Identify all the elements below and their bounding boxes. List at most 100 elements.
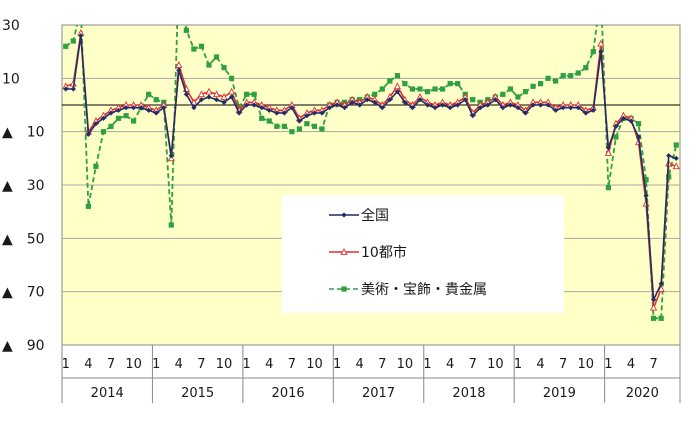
x-tick-label: 4 xyxy=(627,357,635,372)
x-tick-label: 4 xyxy=(265,357,273,372)
data-point xyxy=(100,115,107,121)
y-tick-label: ▲ 90 xyxy=(2,338,45,354)
y-tick-label: 30 xyxy=(2,18,20,34)
data-point xyxy=(447,105,453,111)
data-point xyxy=(462,97,468,103)
data-point xyxy=(342,105,348,111)
data-point xyxy=(575,105,581,111)
data-point xyxy=(168,153,174,159)
data-point xyxy=(146,91,152,97)
data-point xyxy=(545,75,551,81)
data-point xyxy=(304,121,310,127)
y-tick-label: ▲ 30 xyxy=(2,178,45,194)
data-point xyxy=(672,162,680,170)
data-point xyxy=(432,105,438,111)
data-point xyxy=(108,123,114,129)
x-tick-label: 10 xyxy=(125,357,142,372)
x-tick-label: 4 xyxy=(84,357,92,372)
data-point xyxy=(123,105,129,111)
legend-marker xyxy=(341,286,347,292)
legend-item-zenkoku: 全国 xyxy=(329,207,389,224)
data-point xyxy=(470,113,476,119)
x-tick-label: 4 xyxy=(175,357,183,372)
data-point xyxy=(417,97,423,103)
data-point xyxy=(598,49,604,55)
x-tick-label: 10 xyxy=(216,357,233,372)
data-point xyxy=(130,105,137,111)
data-point xyxy=(244,91,250,97)
data-point xyxy=(244,102,250,108)
data-point xyxy=(197,90,205,98)
data-point xyxy=(175,61,183,68)
data-point xyxy=(666,153,672,159)
series-zenkoku xyxy=(63,33,679,303)
year-label: 2019 xyxy=(543,386,576,401)
y-tick-label: ▲ 50 xyxy=(2,231,45,247)
data-point xyxy=(673,155,679,161)
legend-label: 美術・宝飾・貴金属 xyxy=(361,282,487,298)
data-point xyxy=(153,97,159,103)
data-point xyxy=(198,43,205,49)
data-point xyxy=(455,102,461,108)
data-point xyxy=(492,97,498,103)
series-line-zenkoku xyxy=(65,35,677,303)
data-point xyxy=(515,94,521,100)
data-point xyxy=(212,90,221,98)
data-point xyxy=(387,78,393,84)
data-point xyxy=(657,285,665,292)
data-point xyxy=(78,6,83,11)
data-point xyxy=(635,134,642,140)
data-point xyxy=(424,102,431,108)
data-point xyxy=(409,105,416,111)
data-point xyxy=(311,123,318,129)
data-point xyxy=(530,102,536,108)
data-point xyxy=(604,149,612,156)
data-point xyxy=(605,185,612,191)
data-point xyxy=(364,97,370,103)
data-point xyxy=(259,105,265,111)
x-tick-label: 1 xyxy=(152,357,160,372)
data-point xyxy=(168,222,174,228)
data-point xyxy=(93,121,99,127)
data-point xyxy=(507,86,514,92)
data-point xyxy=(213,54,220,60)
data-point xyxy=(221,99,227,105)
data-point xyxy=(183,27,189,33)
data-point xyxy=(432,86,438,92)
data-point xyxy=(553,107,559,113)
data-point xyxy=(613,134,619,140)
data-point xyxy=(100,129,107,135)
data-point xyxy=(372,99,378,105)
data-point xyxy=(387,97,393,103)
data-point xyxy=(183,91,189,97)
data-point xyxy=(651,315,657,321)
year-label: 2014 xyxy=(91,386,124,401)
data-point xyxy=(402,99,408,105)
data-point xyxy=(379,86,385,92)
data-point xyxy=(206,94,212,100)
data-point xyxy=(409,86,416,92)
series-layer xyxy=(62,6,680,321)
data-point xyxy=(191,105,197,111)
data-point xyxy=(500,105,506,111)
data-point xyxy=(500,91,506,97)
x-tick-label: 7 xyxy=(288,357,296,372)
data-point xyxy=(393,82,401,90)
year-label: 2018 xyxy=(452,386,485,401)
data-point xyxy=(560,105,566,111)
x-tick-label: 10 xyxy=(487,357,504,372)
data-point xyxy=(206,62,212,68)
data-point xyxy=(266,107,272,113)
data-point xyxy=(650,303,658,311)
legend-item-toshi: 10都市 xyxy=(329,244,407,261)
data-point xyxy=(213,97,220,103)
x-tick-label: 4 xyxy=(446,357,454,372)
data-point xyxy=(583,65,589,71)
legend-label: 全国 xyxy=(361,207,389,224)
year-label: 2020 xyxy=(626,386,659,401)
data-point xyxy=(613,123,619,129)
data-point xyxy=(417,86,423,92)
data-point xyxy=(424,89,431,95)
data-point xyxy=(190,98,198,106)
